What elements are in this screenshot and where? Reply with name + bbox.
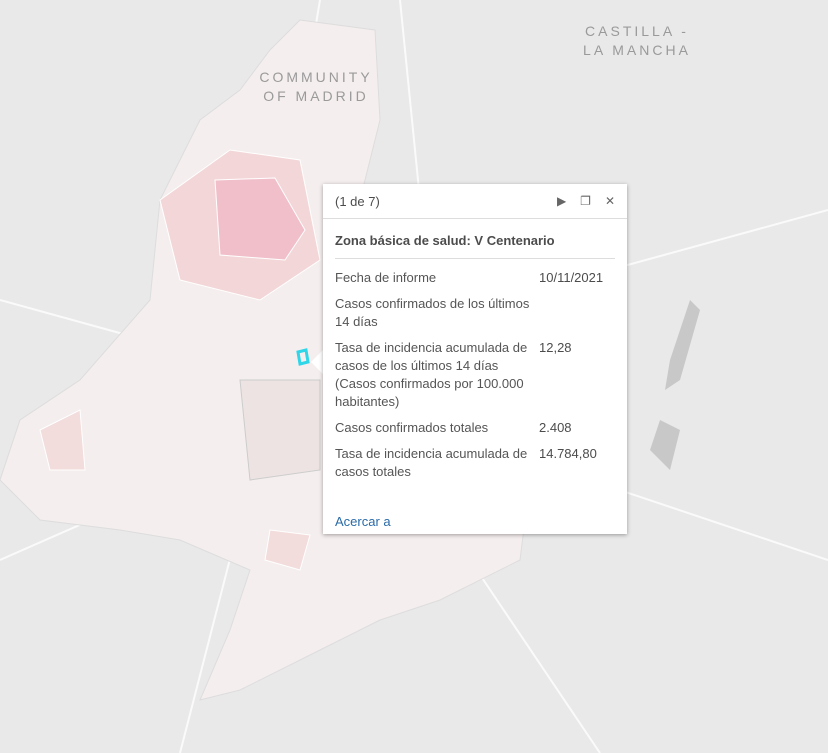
water <box>650 300 700 470</box>
attribute-label: Fecha de informe <box>335 270 437 285</box>
city <box>239 379 321 481</box>
attribute-row: Fecha de informe 10/11/2021 <box>333 265 605 291</box>
next-button[interactable]: ▶ <box>556 194 567 208</box>
close-button[interactable]: ✕ <box>604 194 615 208</box>
district <box>214 177 306 261</box>
district <box>39 409 86 471</box>
attribute-value: 12,28 <box>539 340 572 355</box>
popup-title: Zona básica de salud: V Centenario <box>335 219 615 259</box>
attribute-value: 14.784,80 <box>539 446 597 461</box>
popup-icons: ▶ ❐ ✕ <box>557 194 615 208</box>
attribute-row: Tasa de incidencia acumulada de casos to… <box>333 441 605 485</box>
dock-button[interactable]: ❐ <box>580 194 591 208</box>
zoom-link[interactable]: Acercar a <box>335 514 391 529</box>
selection <box>296 348 310 366</box>
attribute-row: Tasa de incidencia acumulada de casos de… <box>333 335 605 415</box>
popup-header: (1 de 7) ▶ ❐ ✕ <box>323 184 627 219</box>
attribute-table: Fecha de informe 10/11/2021 Casos confirma… <box>333 265 605 485</box>
attribute-value <box>537 291 605 335</box>
place-label: CASTILLA - <box>585 23 689 39</box>
popup-counter: (1 de 7) <box>335 193 380 209</box>
attribute-row: Casos confirmados de los últimos 14 días <box>333 291 605 335</box>
popup-pointer <box>311 350 323 374</box>
attribute-label: Casos confirmados de los últimos 14 días <box>335 296 530 329</box>
attribute-label: Tasa de incidencia acumulada de casos de… <box>335 340 528 409</box>
attribute-value: 10/11/2021 <box>539 270 604 285</box>
place-label: LA MANCHA <box>583 42 691 58</box>
attribute-label: Tasa de incidencia acumulada de casos to… <box>335 446 528 479</box>
attribute-row: Casos confirmados totales 2.408 <box>333 415 605 441</box>
attribute-label: Casos confirmados totales <box>335 420 489 435</box>
attribute-value: 2.408 <box>539 420 572 435</box>
district <box>264 529 311 571</box>
popup: (1 de 7) ▶ ❐ ✕ Zona básica de salud: V C… <box>323 184 627 534</box>
place-label: COMMUNITY <box>259 69 372 85</box>
place-label: OF MADRID <box>263 88 369 104</box>
